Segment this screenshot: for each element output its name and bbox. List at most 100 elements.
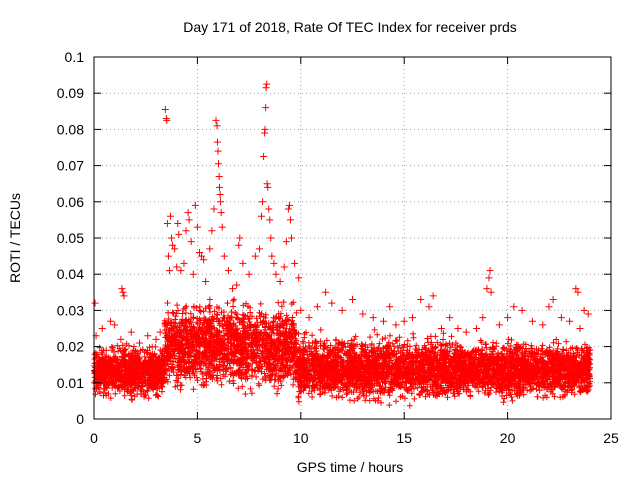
data-point — [156, 328, 164, 336]
x-tick-label: 10 — [293, 430, 309, 446]
data-point — [417, 296, 425, 304]
data-point — [218, 223, 226, 231]
data-point — [235, 241, 243, 249]
data-point — [487, 288, 495, 296]
x-tick-label: 0 — [90, 430, 98, 446]
data-point — [171, 245, 179, 253]
data-point — [127, 328, 135, 336]
data-point — [473, 325, 481, 332]
data-point — [185, 216, 193, 224]
y-tick-label: 0.05 — [57, 230, 84, 246]
x-axis-ticks: 0 5 10 15 20 25 — [90, 57, 619, 446]
data-point — [400, 317, 408, 325]
x-tick-label: 15 — [396, 430, 412, 446]
data-point — [152, 335, 160, 343]
data-point — [119, 288, 127, 296]
data-point — [117, 335, 125, 343]
data-point — [173, 263, 181, 271]
data-point — [200, 256, 208, 264]
data-point — [182, 227, 190, 235]
data-point — [224, 267, 232, 275]
data-point — [539, 321, 547, 329]
data-point — [462, 328, 470, 336]
data-point — [251, 252, 259, 260]
data-point — [258, 212, 266, 220]
y-tick-label: 0.03 — [57, 302, 84, 318]
y-axis-label: ROTI / TECUs — [7, 193, 23, 283]
data-point — [180, 259, 188, 267]
data-point — [91, 299, 99, 307]
data-point — [266, 216, 274, 224]
data-point — [217, 209, 225, 217]
data-point — [572, 285, 580, 293]
data-point — [262, 84, 270, 92]
data-point — [479, 314, 487, 322]
data-point — [566, 317, 574, 325]
data-point — [270, 259, 278, 267]
data-point — [213, 138, 221, 146]
data-point — [263, 180, 271, 188]
data-point — [191, 201, 199, 209]
y-tick-label: 0.07 — [57, 158, 84, 174]
data-point — [454, 325, 462, 332]
chart-title: Day 171 of 2018, Rate Of TEC Index for r… — [183, 19, 517, 35]
background-scatter-marks — [91, 296, 594, 409]
data-point — [111, 321, 119, 329]
data-point — [425, 303, 433, 311]
data-points — [91, 80, 592, 347]
data-point — [359, 310, 367, 318]
data-point — [174, 220, 182, 228]
data-point — [177, 267, 185, 275]
data-point — [193, 223, 201, 231]
y-tick-label: 0.02 — [57, 339, 84, 355]
data-point — [264, 183, 272, 191]
data-point — [208, 227, 216, 235]
data-point — [107, 317, 115, 325]
data-point — [268, 252, 276, 260]
data-point — [195, 248, 203, 256]
data-point — [144, 332, 152, 340]
data-point — [214, 147, 222, 155]
data-point — [175, 230, 183, 238]
data-point — [168, 234, 176, 242]
data-point — [282, 238, 290, 246]
data-point — [163, 116, 171, 124]
data-point — [217, 198, 225, 206]
data-point — [263, 80, 271, 88]
data-point — [408, 314, 416, 322]
data-point — [305, 314, 313, 322]
data-point — [210, 205, 218, 213]
data-point — [265, 205, 273, 213]
data-point — [236, 234, 244, 242]
data-point — [161, 105, 169, 113]
grid — [94, 57, 611, 419]
data-point — [276, 277, 284, 285]
y-tick-label: 0.04 — [57, 266, 84, 282]
data-point — [574, 288, 582, 296]
data-point — [485, 274, 493, 282]
data-point — [216, 191, 224, 199]
data-point — [135, 339, 143, 347]
data-point — [184, 209, 192, 217]
data-point — [295, 274, 303, 282]
data-point — [213, 122, 221, 130]
data-point — [429, 292, 437, 300]
data-point — [322, 288, 330, 296]
data-point — [486, 267, 494, 275]
data-point — [297, 306, 305, 314]
data-point — [584, 310, 592, 318]
data-point — [495, 321, 503, 329]
data-point — [510, 303, 518, 311]
data-point — [118, 285, 126, 293]
y-tick-label: 0 — [76, 411, 84, 427]
y-tick-label: 0.08 — [57, 121, 84, 137]
data-point — [206, 245, 214, 253]
data-point — [260, 153, 268, 161]
data-point — [286, 216, 294, 224]
y-tick-label: 0.01 — [57, 375, 84, 391]
data-point — [212, 116, 220, 124]
y-tick-label: 0.06 — [57, 194, 84, 210]
data-point — [386, 303, 394, 311]
data-point — [187, 238, 195, 246]
